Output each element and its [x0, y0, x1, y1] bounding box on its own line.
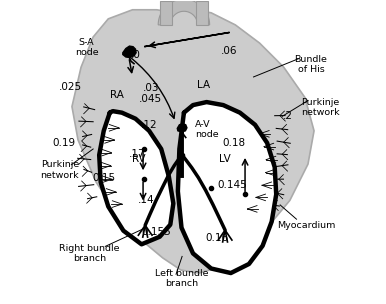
Polygon shape [72, 10, 314, 273]
Text: 0.155: 0.155 [142, 227, 171, 237]
Text: LV: LV [219, 154, 231, 164]
Polygon shape [160, 1, 172, 25]
Text: 0.19: 0.19 [53, 138, 76, 148]
Text: 0.15: 0.15 [92, 173, 115, 183]
Polygon shape [158, 0, 210, 25]
Text: RV: RV [132, 154, 146, 164]
Polygon shape [196, 1, 208, 25]
Text: Left bundle
branch: Left bundle branch [155, 269, 208, 288]
Text: RA: RA [110, 89, 124, 99]
Text: .0: .0 [130, 50, 141, 60]
Text: LA: LA [197, 81, 210, 90]
Polygon shape [177, 123, 187, 132]
Text: Right bundle
branch: Right bundle branch [59, 244, 120, 263]
Text: .12: .12 [141, 120, 157, 130]
Text: 0.18: 0.18 [222, 138, 245, 148]
Text: .03: .03 [142, 84, 159, 93]
Text: 0.16: 0.16 [206, 233, 229, 243]
Text: Myocardium: Myocardium [278, 221, 336, 230]
Text: 0.145: 0.145 [217, 180, 247, 190]
Polygon shape [178, 102, 276, 273]
Text: .14: .14 [138, 195, 154, 206]
Text: S-A
node: S-A node [74, 38, 98, 57]
Text: .025: .025 [59, 82, 82, 92]
Text: .045: .045 [139, 94, 162, 104]
Text: Purkinje
network: Purkinje network [301, 98, 339, 117]
Text: Purkinje
network: Purkinje network [41, 161, 79, 180]
Text: A-V
node: A-V node [195, 120, 219, 139]
Polygon shape [99, 111, 173, 244]
Polygon shape [123, 46, 136, 57]
Text: .17: .17 [129, 149, 146, 158]
Text: Bundle
of His: Bundle of His [295, 54, 327, 74]
Text: .2: .2 [283, 111, 293, 121]
Text: .06: .06 [221, 46, 237, 56]
